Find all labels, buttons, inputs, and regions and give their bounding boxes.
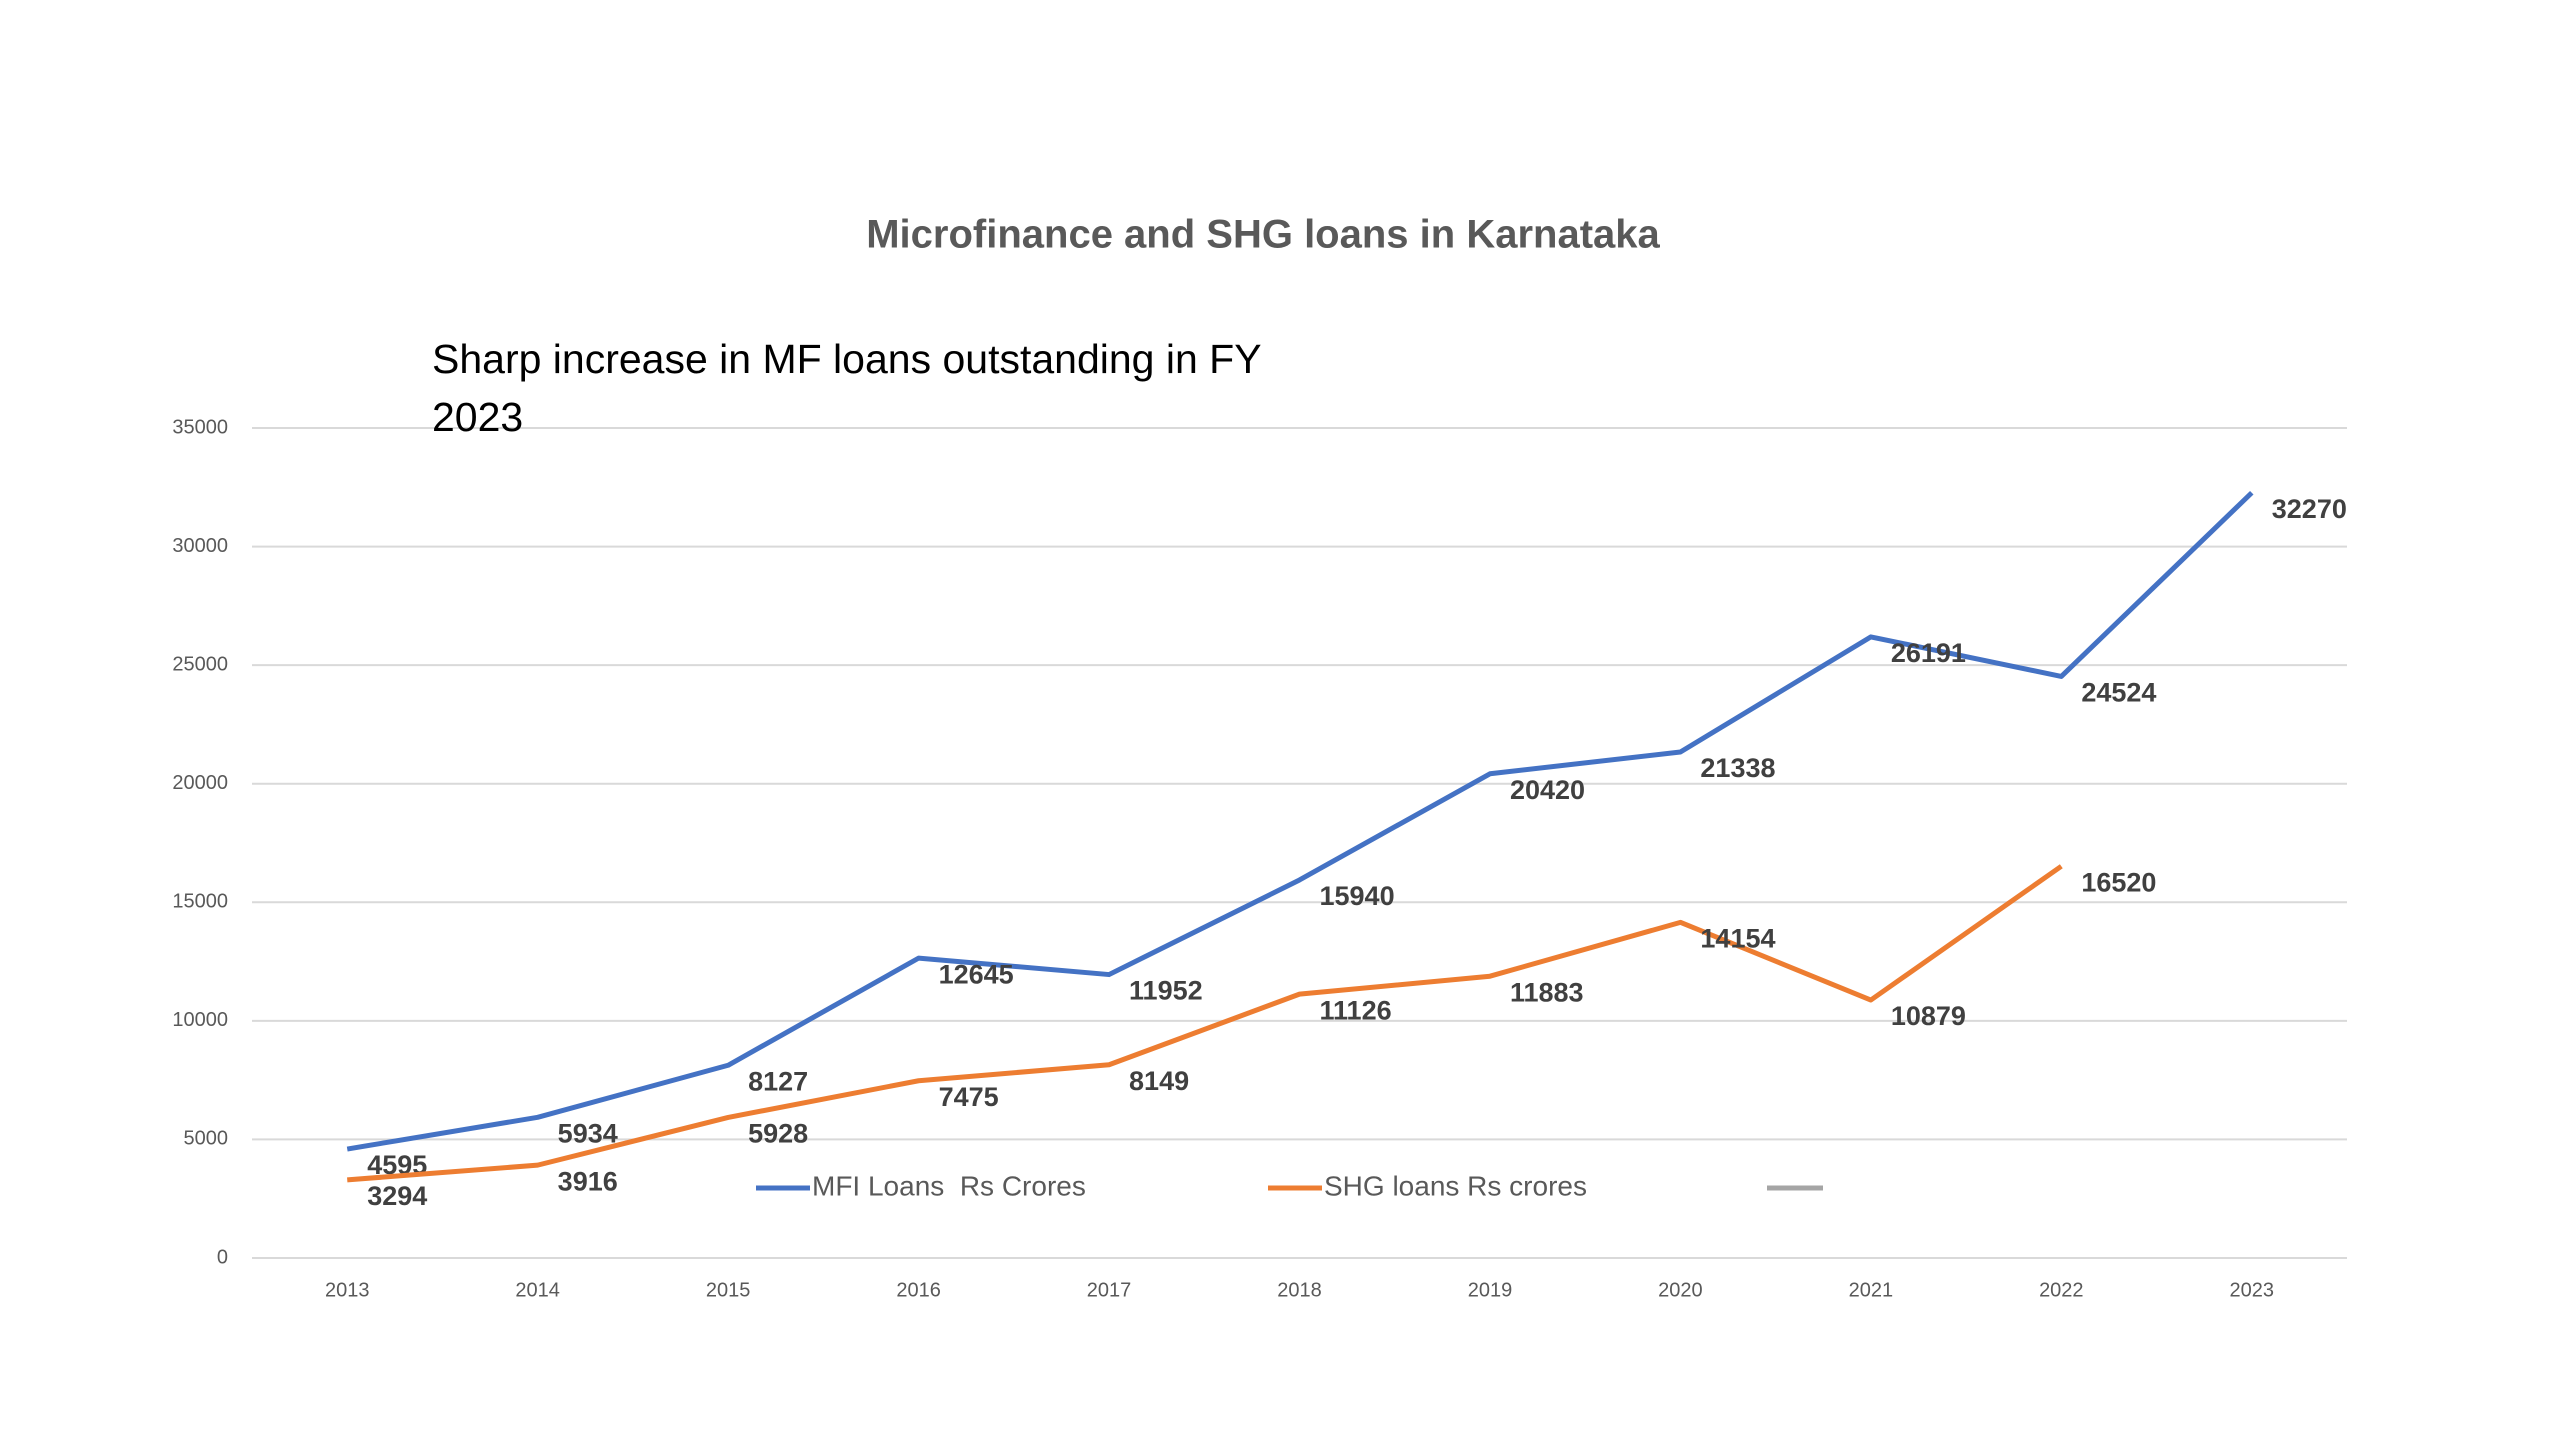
- y-tick-label: 30000: [172, 535, 228, 557]
- data-label: 15940: [1320, 881, 1395, 911]
- series-line: [346, 490, 2254, 1152]
- data-label: 11952: [1129, 976, 1203, 1006]
- data-label: 32270: [2272, 494, 2347, 524]
- x-tick-label: 2016: [896, 1279, 941, 1301]
- x-tick-label: 2015: [706, 1279, 751, 1301]
- x-tick-label: 2014: [515, 1279, 560, 1301]
- x-tick-label: 2018: [1277, 1279, 1322, 1301]
- data-label: 20420: [1510, 775, 1585, 805]
- data-label: 5928: [748, 1119, 808, 1149]
- x-tick-label: 2023: [2230, 1279, 2275, 1301]
- data-label: 11883: [1510, 977, 1584, 1007]
- chart-title: Microfinance and SHG loans in Karnataka: [866, 213, 1660, 257]
- data-label: 5934: [558, 1118, 618, 1148]
- y-tick-label: 25000: [172, 653, 228, 675]
- data-label: 3294: [367, 1181, 427, 1211]
- y-tick-label: 35000: [172, 416, 228, 438]
- data-label: 21338: [1700, 753, 1775, 783]
- data-label: 8127: [748, 1066, 808, 1096]
- data-label: 7475: [939, 1082, 999, 1112]
- data-label: 24524: [2081, 678, 2156, 708]
- x-tick-label: 2019: [1468, 1279, 1513, 1301]
- legend-label: MFI Loans Rs Crores: [812, 1170, 1086, 1201]
- x-tick-label: 2020: [1658, 1279, 1703, 1301]
- y-tick-label: 10000: [172, 1009, 228, 1031]
- data-label: 10879: [1891, 1001, 1966, 1031]
- data-label: 12645: [939, 959, 1014, 989]
- series-line: [347, 864, 2063, 1183]
- y-tick-label: 5000: [184, 1128, 229, 1150]
- y-tick-label: 0: [217, 1246, 228, 1268]
- data-label: 16520: [2081, 867, 2156, 897]
- y-tick-label: 20000: [172, 772, 228, 794]
- legend-label: SHG loans Rs crores: [1324, 1170, 1587, 1201]
- data-label: 3916: [558, 1166, 618, 1196]
- x-tick-label: 2021: [1849, 1279, 1894, 1301]
- x-tick-label: 2013: [325, 1279, 370, 1301]
- data-label: 11126: [1320, 995, 1392, 1025]
- x-tick-label: 2017: [1087, 1279, 1132, 1301]
- annotation: Sharp increase in MF loans outstanding i…: [432, 336, 1261, 440]
- data-label: 8149: [1129, 1066, 1189, 1096]
- data-label: 14154: [1700, 923, 1775, 953]
- y-tick-label: 15000: [172, 891, 228, 913]
- data-label: 26191: [1891, 638, 1966, 668]
- x-tick-label: 2022: [2039, 1279, 2084, 1301]
